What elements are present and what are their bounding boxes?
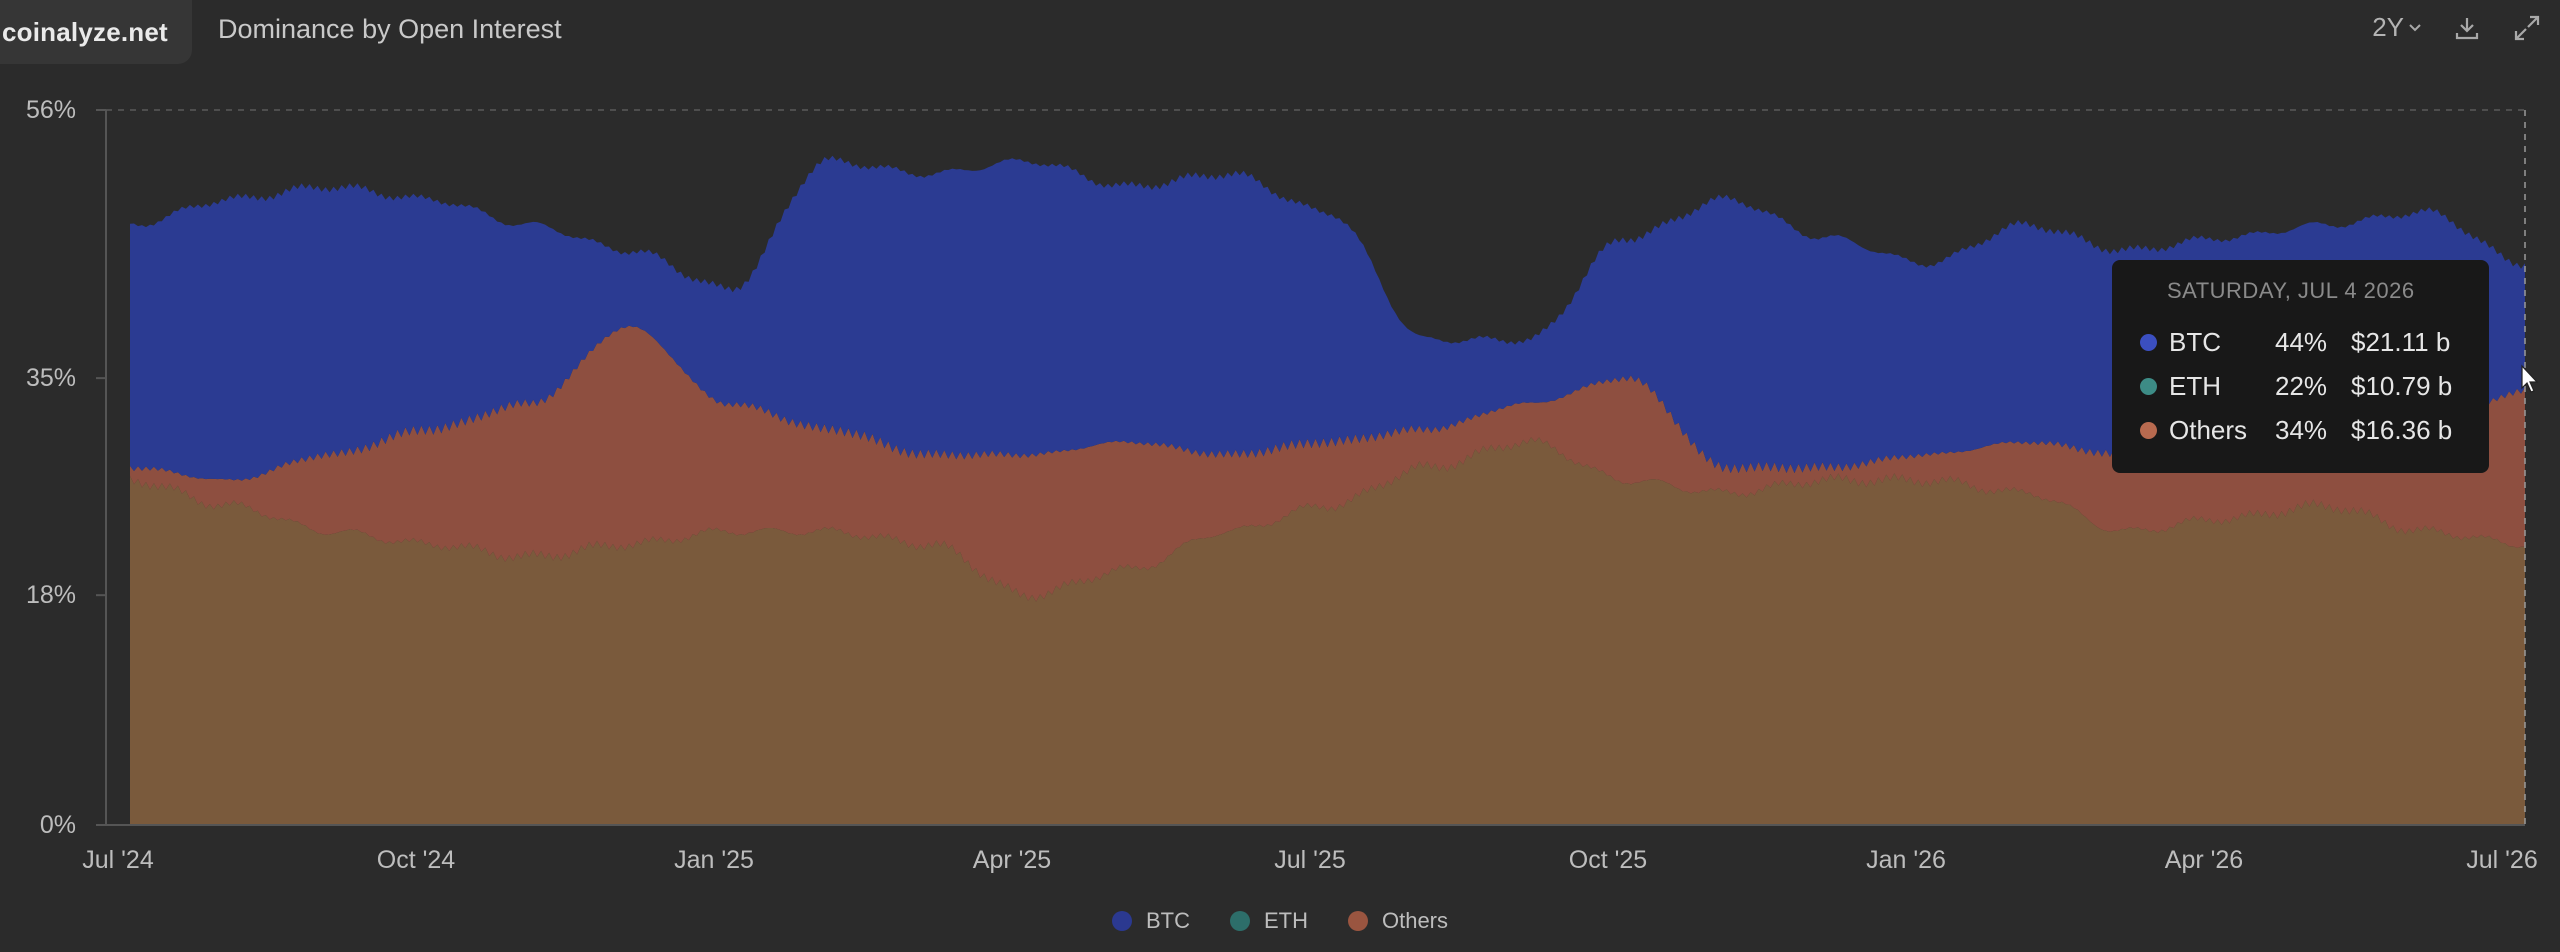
x-tick-label: Oct '25 [1569, 846, 1647, 874]
chart-toolbar: 2Y [2372, 12, 2542, 43]
tooltip-value: $21.11 b [2351, 326, 2451, 357]
chart-areas [130, 155, 2525, 825]
legend-item-eth[interactable]: ETH [1229, 908, 1308, 934]
y-tick-label: 0% [40, 811, 76, 839]
tooltip-pct: 34% [2275, 414, 2328, 445]
legend-label: ETH [1263, 908, 1308, 933]
legend-dot-icon [1229, 911, 1250, 931]
y-tick-label: 35% [26, 364, 76, 392]
legend-label: BTC [1145, 908, 1190, 933]
y-tick-label: 18% [26, 581, 76, 609]
legend-dot-icon [1111, 911, 1132, 931]
x-tick-label: Apr '25 [973, 846, 1051, 874]
x-tick-label: Jul '25 [1274, 846, 1345, 874]
legend-item-btc[interactable]: BTC [1111, 908, 1190, 934]
mouse-cursor-icon [2521, 364, 2539, 393]
chevron-down-icon [2409, 23, 2421, 31]
chart-legend: BTC ETH Others [0, 908, 2560, 934]
area-others [130, 325, 2525, 602]
range-select-value: 2Y [2372, 12, 2404, 42]
range-select[interactable]: 2Y [2372, 12, 2422, 43]
btc-dot-icon [2140, 333, 2157, 351]
area-eth [130, 437, 2525, 825]
x-tick-label: Jan '25 [674, 846, 754, 874]
brand-logo[interactable]: coinalyze.net [0, 0, 192, 64]
tooltip-name: BTC [2169, 326, 2221, 357]
tooltip-value: $10.79 b [2351, 370, 2453, 401]
download-icon[interactable] [2452, 13, 2482, 43]
tooltip-date: SATURDAY, JUL 4 2026 [2167, 278, 2415, 303]
expand-icon[interactable] [2512, 13, 2542, 43]
page-title: Dominance by Open Interest [218, 14, 562, 44]
eth-dot-icon [2140, 377, 2157, 395]
legend-label: Others [1381, 908, 1449, 933]
tooltip-value: $16.36 b [2351, 414, 2453, 445]
legend-dot-icon [1347, 911, 1368, 931]
legend-item-others[interactable]: Others [1347, 908, 1449, 934]
area-btc [130, 155, 2525, 481]
x-tick-label: Apr '26 [2165, 846, 2243, 874]
x-tick-label: Jul '26 [2466, 846, 2537, 874]
tooltip-name: Others [2169, 414, 2248, 445]
tooltip-pct: 22% [2275, 370, 2328, 401]
tooltip-row-eth: ETH 22% $10.79 b [2140, 364, 2489, 408]
tooltip-name: ETH [2169, 370, 2221, 401]
x-tick-label: Jul '24 [82, 846, 154, 874]
chart-axes: 0% 18% 35% 56% Jul '24 Oct '24 Jan '25 Apr '25 J… [26, 96, 2538, 874]
tooltip-row-btc: BTC 44% $21.11 b [2140, 320, 2489, 364]
others-dot-icon [2140, 421, 2157, 439]
y-tick-label: 56% [26, 96, 76, 124]
x-tick-label: Oct '24 [377, 846, 456, 874]
x-tick-label: Jan '26 [1866, 846, 1946, 874]
tooltip-pct: 44% [2275, 326, 2328, 357]
chart-tooltip: SATURDAY, JUL 4 2026 BTC 44% $21.11 b ET… [2112, 260, 2489, 473]
tooltip-row-others: Others 34% $16.36 b [2140, 408, 2489, 452]
